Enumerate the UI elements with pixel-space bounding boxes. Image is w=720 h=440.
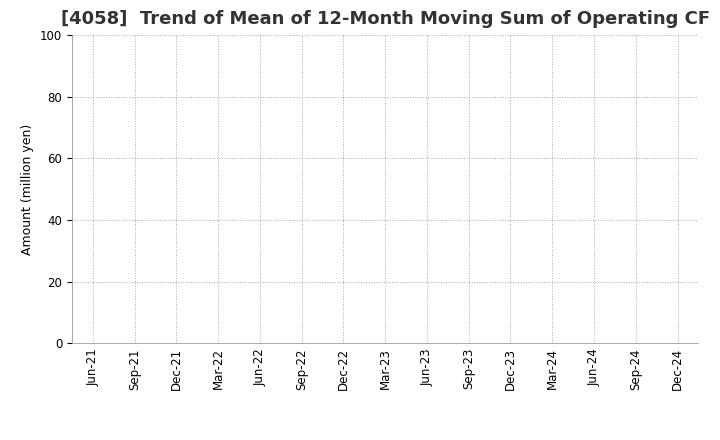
Y-axis label: Amount (million yen): Amount (million yen) — [22, 124, 35, 255]
Title: [4058]  Trend of Mean of 12-Month Moving Sum of Operating CF: [4058] Trend of Mean of 12-Month Moving … — [60, 10, 710, 28]
